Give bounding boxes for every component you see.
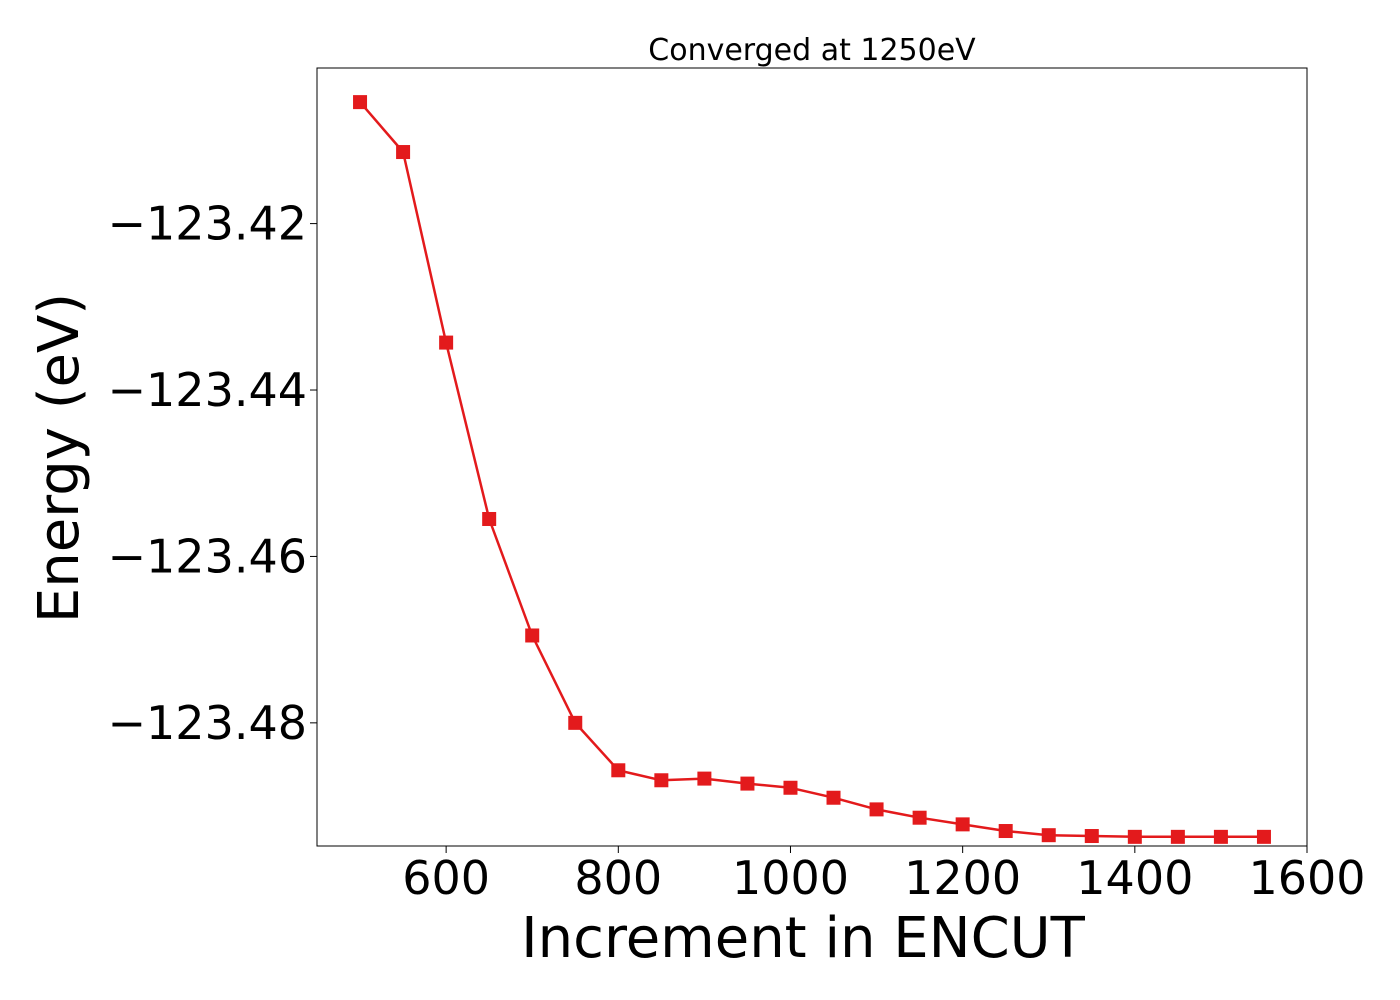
- y-tick-label: −123.42: [108, 197, 308, 251]
- x-tick-label: 1200: [904, 851, 1021, 905]
- data-point-marker: [740, 776, 755, 791]
- x-tick-label: 1600: [1248, 851, 1365, 905]
- y-tick-label: −123.46: [108, 529, 308, 583]
- data-point-marker: [912, 810, 927, 825]
- data-point-marker: [1170, 829, 1185, 844]
- data-point-marker: [439, 335, 454, 350]
- data-point-marker: [869, 802, 884, 817]
- data-point-marker: [1213, 829, 1228, 844]
- data-point-marker: [826, 790, 841, 805]
- series-layer: [353, 95, 1271, 844]
- chart-title: Converged at 1250eV: [648, 33, 976, 68]
- x-tick-label: 1400: [1076, 851, 1193, 905]
- data-point-marker: [783, 780, 798, 795]
- series-line: [358, 100, 1266, 839]
- data-point-marker: [568, 715, 583, 730]
- data-point-marker: [396, 145, 411, 160]
- data-point-marker: [697, 771, 712, 786]
- plot-area: [317, 68, 1307, 846]
- data-point-marker: [1127, 829, 1142, 844]
- data-point-marker: [482, 511, 497, 526]
- x-tick-label: 800: [574, 851, 662, 905]
- ticks-layer: 600 800 1000 1200 1400 1600 −123.42 −123.44 −123…: [108, 197, 1366, 905]
- x-tick-label: 600: [402, 851, 490, 905]
- plot-frame: [316, 67, 1308, 847]
- data-point-marker: [525, 628, 540, 643]
- x-tick-label: 1000: [732, 851, 849, 905]
- data-point-marker: [1084, 829, 1099, 844]
- y-tick-label: −123.44: [108, 363, 308, 417]
- data-point-marker: [998, 824, 1013, 839]
- y-tick-label: −123.48: [108, 696, 308, 750]
- y-axis-label: Energy (eV): [27, 293, 92, 623]
- data-point-marker: [611, 763, 626, 778]
- x-axis-label: Increment in ENCUT: [521, 906, 1086, 971]
- data-point-marker: [955, 817, 970, 832]
- data-point-marker: [1041, 828, 1056, 843]
- data-point-marker: [654, 773, 669, 788]
- data-point-marker: [1256, 829, 1271, 844]
- data-point-marker: [353, 95, 368, 110]
